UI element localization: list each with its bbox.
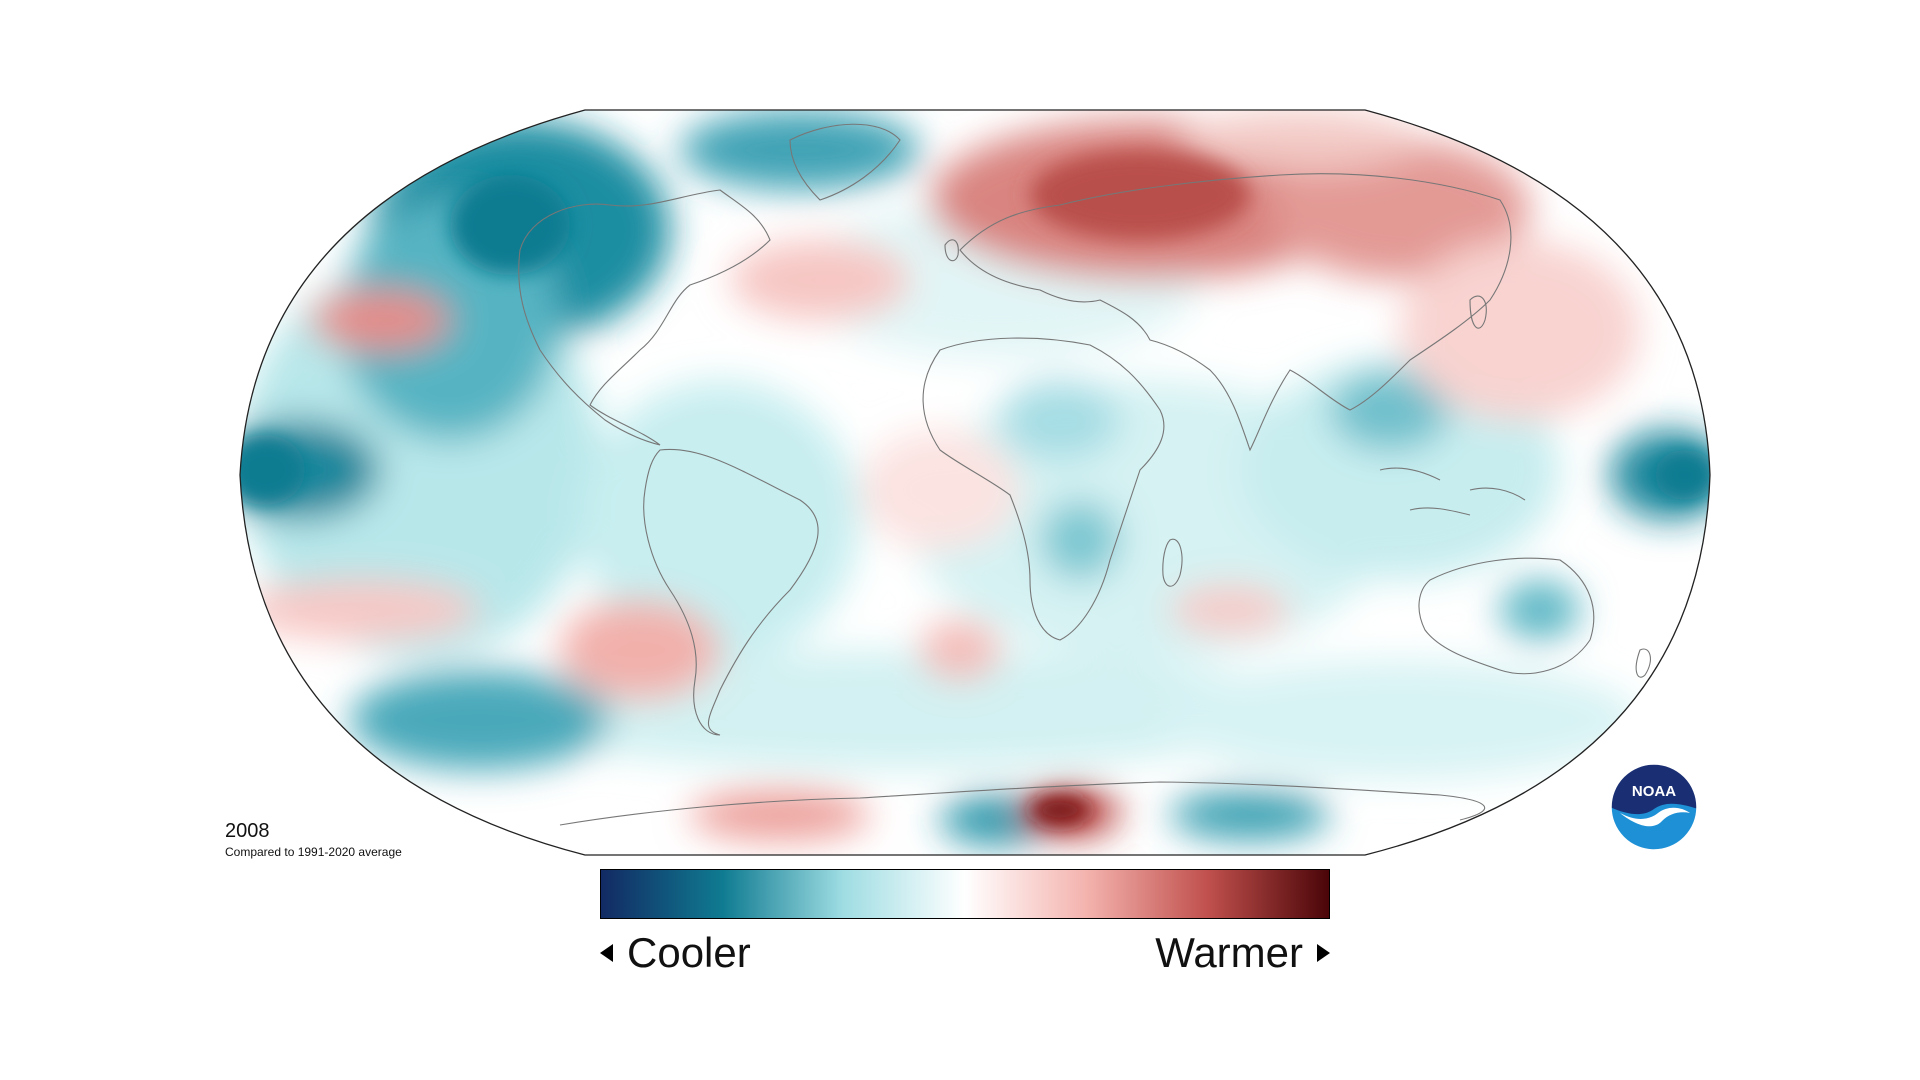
warmer-label: Warmer <box>1155 929 1303 976</box>
noaa-logo-text: NOAA <box>1632 783 1676 800</box>
map-outline <box>239 109 1711 856</box>
noaa-logo: NOAA <box>1610 763 1698 851</box>
right-arrow-icon <box>1317 944 1330 962</box>
year-label: 2008 <box>225 820 270 842</box>
left-arrow-icon <box>600 944 613 962</box>
legend-warmer: Warmer <box>1155 925 1330 981</box>
cooler-label: Cooler <box>627 929 751 976</box>
color-scale-bar <box>600 869 1330 919</box>
coastlines <box>518 123 1651 826</box>
legend-cooler: Cooler <box>600 925 751 981</box>
baseline-label: Compared to 1991-2020 average <box>225 845 402 859</box>
anomaly-field <box>240 110 1710 855</box>
